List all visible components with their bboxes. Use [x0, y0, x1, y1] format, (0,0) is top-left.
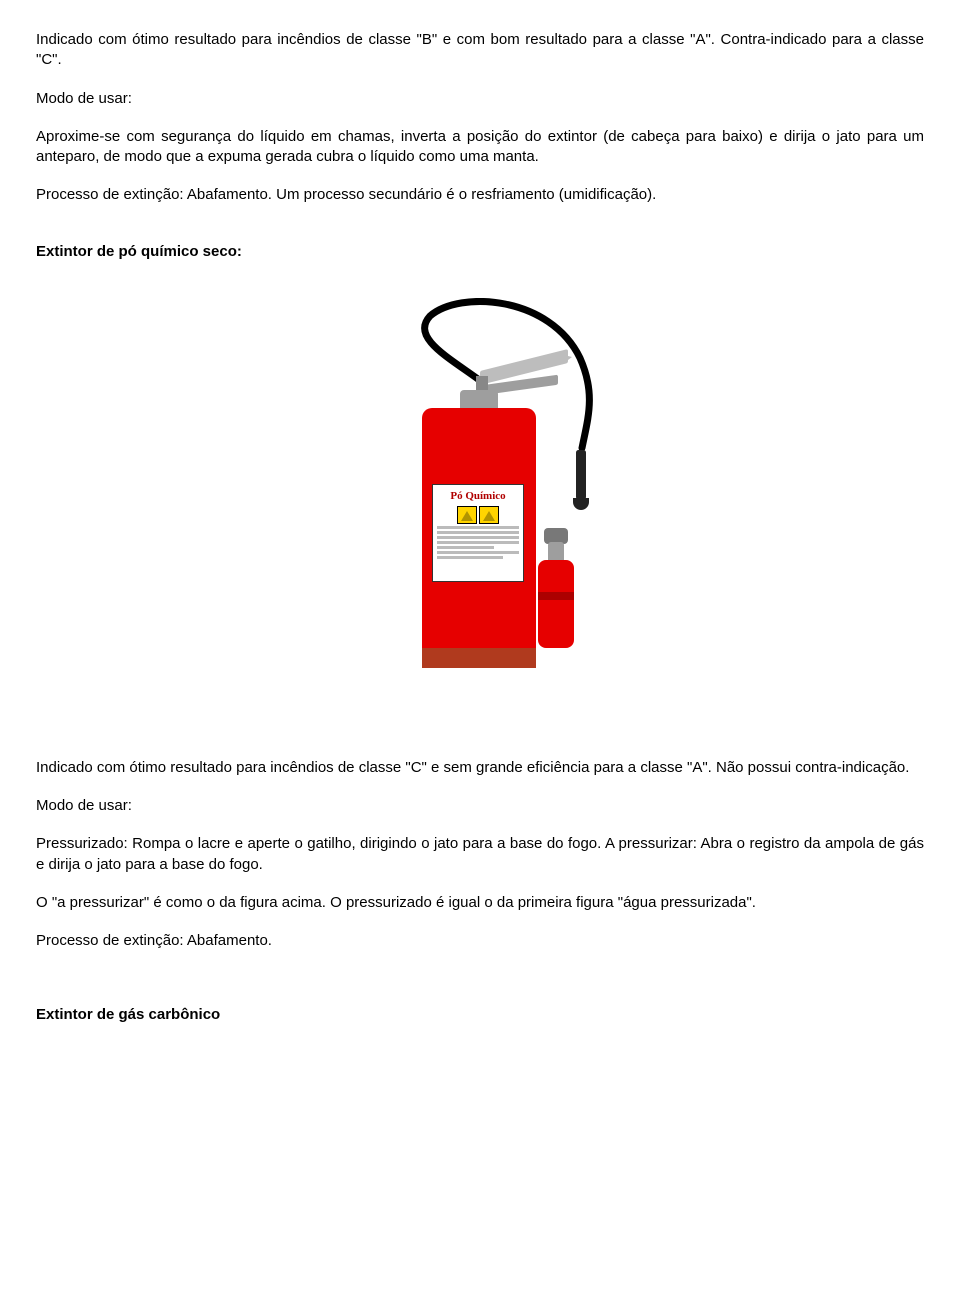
paragraph-approach-instructions: Aproxime-se com segurança do líquido em … [36, 127, 924, 168]
hazard-pictogram-icon [457, 506, 477, 524]
nozzle-icon [576, 450, 586, 502]
paragraph-process-abafamento-2: Processo de extinção: Abafamento. [36, 931, 924, 951]
paragraph-indication-c-a: Indicado com ótimo resultado para incênd… [36, 758, 924, 778]
heading-extintor-gas-carbonico: Extintor de gás carbônico [36, 1005, 924, 1025]
side-cylinder-band-icon [538, 592, 574, 600]
extinguisher-illustration: Pó Químico [330, 298, 630, 698]
paragraph-indication-b-a: Indicado com ótimo resultado para incênd… [36, 30, 924, 71]
paragraph-process-abafamento: Processo de extinção: Abafamento. Um pro… [36, 185, 924, 205]
modo-de-usar-label: Modo de usar: [36, 89, 924, 109]
modo-de-usar-label-2: Modo de usar: [36, 796, 924, 816]
paragraph-pressurizado-instructions: Pressurizado: Rompa o lacre e aperte o g… [36, 834, 924, 875]
paragraph-a-pressurizar-note: O "a pressurizar" é como o da figura aci… [36, 893, 924, 913]
hazard-pictogram-icon [479, 506, 499, 524]
side-cylinder-icon [538, 560, 574, 648]
cylinder-base-icon [422, 648, 536, 668]
extinguisher-label: Pó Químico [432, 484, 524, 582]
label-title: Pó Químico [437, 489, 519, 504]
heading-extintor-po-quimico: Extintor de pó químico seco: [36, 242, 924, 262]
side-cylinder-neck-icon [548, 542, 564, 562]
figure-extintor-po-quimico: Pó Químico [36, 298, 924, 698]
